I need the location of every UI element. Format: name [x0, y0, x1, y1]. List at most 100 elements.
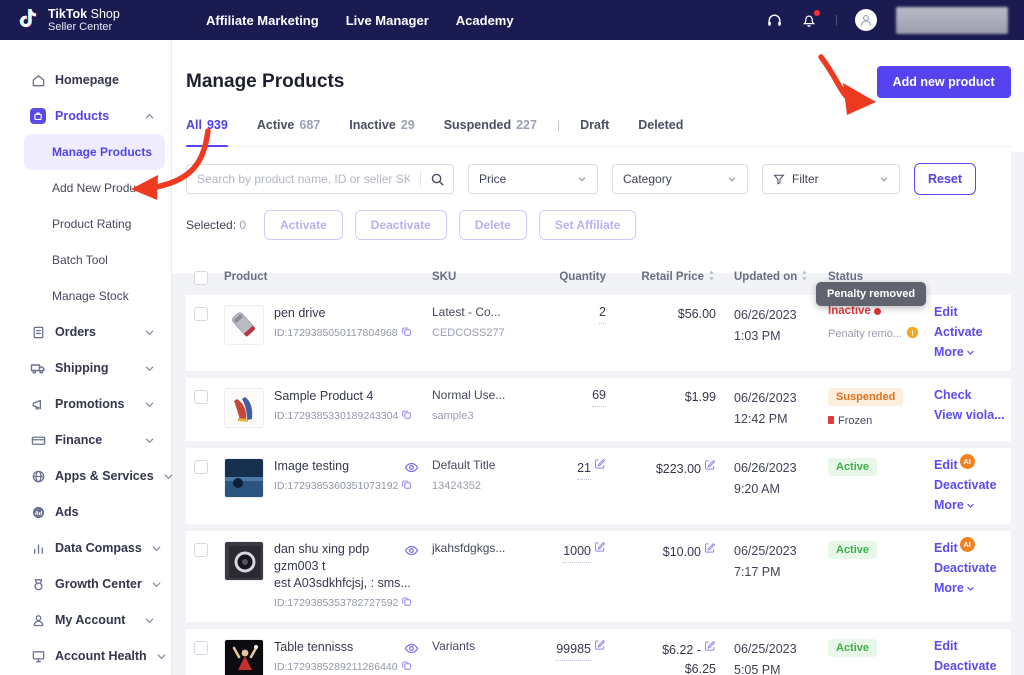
tab-deleted[interactable]: Deleted	[638, 118, 683, 147]
deactivate-link[interactable]: Deactivate	[934, 659, 1005, 673]
edit-link[interactable]: EditAI	[934, 541, 1005, 555]
edit-link[interactable]: Edit	[934, 305, 1005, 319]
sidebar-item-data-compass[interactable]: Data Compass	[0, 530, 171, 566]
search-icon[interactable]	[421, 165, 453, 193]
support-headset-icon[interactable]	[765, 11, 783, 29]
tab-label: Inactive	[349, 118, 396, 147]
col-quantity: Quantity	[542, 271, 606, 283]
sort-icon[interactable]	[800, 269, 809, 285]
deactivate-button[interactable]: Deactivate	[355, 210, 447, 240]
tab-suspended[interactable]: Suspended227	[444, 118, 537, 147]
status-badge: Suspended	[828, 388, 903, 406]
edit-quantity-icon[interactable]	[594, 542, 606, 556]
edit-price-icon[interactable]	[704, 641, 716, 655]
sidebar-item-homepage[interactable]: Homepage	[0, 62, 171, 98]
search-input[interactable]	[187, 172, 420, 186]
sidebar-item-shipping[interactable]: Shipping	[0, 350, 171, 386]
row-checkbox[interactable]	[194, 390, 208, 404]
more-link[interactable]: More	[934, 498, 1005, 512]
preview-eye-icon[interactable]	[404, 388, 428, 390]
chevron-down-icon	[879, 174, 889, 184]
preview-eye-icon[interactable]	[404, 541, 428, 563]
price-dropdown[interactable]: Price	[468, 164, 598, 194]
edit-link[interactable]: Edit	[934, 639, 1005, 653]
activate-link[interactable]: Activate	[934, 325, 1005, 339]
reset-button[interactable]: Reset	[914, 163, 976, 195]
tab-label: Draft	[580, 118, 609, 147]
product-name: Sample Product 4	[274, 388, 412, 405]
deactivate-link[interactable]: Deactivate	[934, 561, 1005, 575]
sidebar-subitem-manage-stock[interactable]: Manage Stock	[0, 278, 171, 314]
row-checkbox[interactable]	[194, 460, 208, 474]
preview-eye-icon[interactable]	[404, 639, 428, 661]
notifications-bell-icon[interactable]	[800, 11, 818, 29]
sidebar-subitem-product-rating[interactable]: Product Rating	[0, 206, 171, 242]
edit-quantity-icon[interactable]	[594, 459, 606, 473]
tab-all[interactable]: All939	[186, 118, 228, 147]
sidebar-item-promotions[interactable]: Promotions	[0, 386, 171, 422]
chevron-down-icon	[727, 174, 737, 184]
tab-draft[interactable]: Draft	[580, 118, 609, 147]
check-link[interactable]: Check	[934, 388, 1005, 402]
set-affiliate-button[interactable]: Set Affiliate	[539, 210, 637, 240]
sidebar-item-apps-services[interactable]: Apps & Services	[0, 458, 171, 494]
sort-icon[interactable]	[707, 269, 716, 285]
tab-inactive[interactable]: Inactive29	[349, 118, 414, 147]
filter-dropdown[interactable]: Filter	[762, 164, 900, 194]
add-new-product-button[interactable]: Add new product	[877, 66, 1011, 98]
select-all-checkbox[interactable]	[194, 271, 208, 285]
copy-icon[interactable]	[401, 326, 412, 340]
sku-code: CEDCOSS277	[432, 327, 538, 339]
tab-active[interactable]: Active687	[257, 118, 320, 147]
nav-academy[interactable]: Academy	[456, 13, 514, 28]
edit-link[interactable]: EditAI	[934, 458, 1005, 472]
product-id: ID:1729385353782727592	[274, 596, 412, 610]
sidebar-item-ads[interactable]: AdAds	[0, 494, 171, 530]
table-row: Table tennisssID:1729385289211286440Vari…	[186, 629, 1011, 675]
quantity-value: 1000	[563, 544, 591, 563]
activate-button[interactable]: Activate	[264, 210, 343, 240]
row-checkbox[interactable]	[194, 543, 208, 557]
nav-live-manager[interactable]: Live Manager	[346, 13, 429, 28]
edit-price-icon[interactable]	[704, 460, 716, 474]
nav-affiliate-marketing[interactable]: Affiliate Marketing	[206, 13, 319, 28]
brand[interactable]: TikTok Shop Seller Center	[16, 6, 168, 35]
topbar-nav: Affiliate Marketing Live Manager Academy	[206, 13, 514, 28]
copy-icon[interactable]	[401, 660, 412, 674]
status-badge: Active	[828, 541, 877, 559]
more-link[interactable]: More	[934, 581, 1005, 595]
preview-eye-icon[interactable]	[404, 305, 428, 307]
column-label: Quantity	[559, 271, 606, 283]
sidebar-item-products[interactable]: Products	[0, 98, 171, 134]
row-checkbox[interactable]	[194, 641, 208, 655]
copy-icon[interactable]	[401, 479, 412, 493]
delete-button[interactable]: Delete	[459, 210, 527, 240]
sidebar-item-orders[interactable]: Orders	[0, 314, 171, 350]
column-label: SKU	[432, 271, 456, 283]
view-viola-link[interactable]: View viola...	[934, 408, 1005, 422]
sidebar-item-finance[interactable]: Finance	[0, 422, 171, 458]
preview-eye-icon[interactable]	[404, 458, 428, 480]
copy-icon[interactable]	[401, 596, 412, 610]
sidebar-item-growth-center[interactable]: Growth Center	[0, 566, 171, 602]
status-dot-icon	[874, 308, 881, 315]
cell-sku: Latest - Co...CEDCOSS277	[432, 305, 538, 339]
more-link[interactable]: More	[934, 345, 1005, 359]
sku-name: Normal Use...	[432, 388, 538, 402]
sidebar-subitem-batch-tool[interactable]: Batch Tool	[0, 242, 171, 278]
tab-label: Suspended	[444, 118, 511, 147]
search-box	[186, 164, 454, 194]
edit-price-icon[interactable]	[704, 543, 716, 557]
sidebar-subitem-manage-products[interactable]: Manage Products	[24, 134, 165, 170]
sidebar-item-my-account[interactable]: My Account	[0, 602, 171, 638]
product-id: ID:1729385330189243304	[274, 409, 412, 423]
edit-quantity-icon[interactable]	[594, 640, 606, 654]
deactivate-link[interactable]: Deactivate	[934, 478, 1005, 492]
avatar[interactable]	[855, 9, 877, 31]
sidebar-subitem-add-new-product[interactable]: Add New Product	[0, 170, 171, 206]
category-dropdown[interactable]: Category	[612, 164, 748, 194]
copy-icon[interactable]	[401, 409, 412, 423]
row-checkbox[interactable]	[194, 307, 208, 321]
cell-actions: EditAI Deactivate More	[926, 458, 1005, 512]
sidebar-item-account-health[interactable]: Account Health	[0, 638, 171, 674]
